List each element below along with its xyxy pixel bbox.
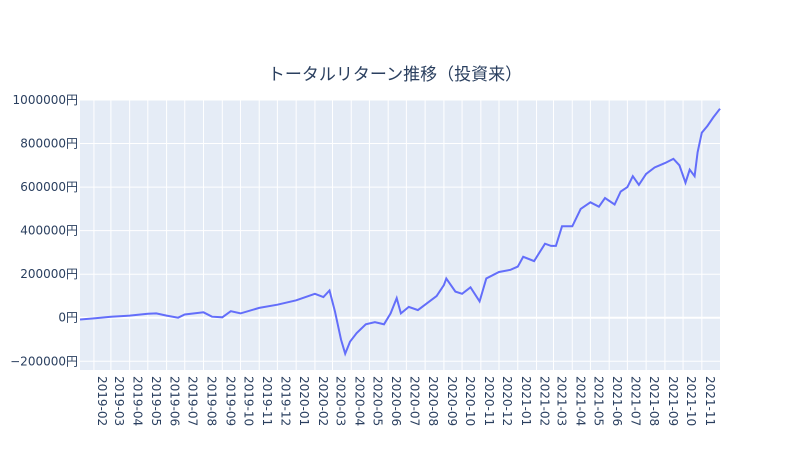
x-axis-ticks: 2019-02 2019-03 2019-04 2019-05 2019-06 2019-… xyxy=(95,376,717,426)
y-tick-label: 1000000円 xyxy=(13,93,78,107)
x-tick-label: 2019-11 xyxy=(260,376,274,426)
x-tick-label: 2020-05 xyxy=(370,376,384,426)
y-tick-label: 800000円 xyxy=(20,137,78,151)
x-tick-label: 2019-06 xyxy=(168,376,182,426)
x-tick-label: 2020-01 xyxy=(297,376,311,426)
chart-title: トータルリターン推移（投資来） xyxy=(268,65,522,85)
y-tick-label: 200000円 xyxy=(20,267,78,281)
y-tick-label: −200000円 xyxy=(10,354,78,368)
x-tick-label: 2020-11 xyxy=(482,376,496,426)
x-tick-label: 2021-02 xyxy=(538,376,552,426)
x-tick-label: 2020-07 xyxy=(407,376,421,426)
x-tick-label: 2019-03 xyxy=(112,376,126,426)
plot-area xyxy=(80,100,720,370)
x-tick-label: 2021-08 xyxy=(647,376,661,426)
x-tick-label: 2019-05 xyxy=(149,376,163,426)
x-tick-label: 2019-02 xyxy=(95,376,109,426)
x-tick-label: 2021-01 xyxy=(519,376,533,426)
x-tick-label: 2021-07 xyxy=(628,376,642,426)
x-tick-label: 2019-10 xyxy=(241,376,255,426)
x-tick-label: 2021-03 xyxy=(554,376,568,426)
x-tick-label: 2021-11 xyxy=(703,376,717,426)
x-tick-label: 2020-09 xyxy=(445,376,459,426)
x-tick-label: 2021-10 xyxy=(684,376,698,426)
x-tick-label: 2019-09 xyxy=(223,376,237,426)
series-line xyxy=(79,108,721,357)
x-tick-label: 2019-07 xyxy=(186,376,200,426)
y-tick-label: 400000円 xyxy=(20,224,78,238)
x-tick-label: 2021-05 xyxy=(591,376,605,426)
x-tick-label: 2019-12 xyxy=(278,376,292,426)
y-tick-label: 0円 xyxy=(58,311,78,325)
x-tick-label: 2020-02 xyxy=(316,376,330,426)
x-tick-label: 2019-04 xyxy=(131,376,145,426)
x-tick-label: 2021-04 xyxy=(573,376,587,426)
x-tick-label: 2020-08 xyxy=(426,376,440,426)
x-tick-label: 2020-12 xyxy=(500,376,514,426)
x-tick-label: 2020-06 xyxy=(389,376,403,426)
x-tick-label: 2020-04 xyxy=(352,376,366,426)
y-axis-ticks: −200000円 0円 200000円 400000円 600000円 800000円 10… xyxy=(10,93,78,368)
gridlines xyxy=(80,99,720,370)
x-tick-label: 2021-06 xyxy=(610,376,624,426)
x-tick-label: 2019-08 xyxy=(205,376,219,426)
x-tick-label: 2021-09 xyxy=(666,376,680,426)
x-tick-label: 2020-03 xyxy=(333,376,347,426)
x-tick-label: 2020-10 xyxy=(463,376,477,426)
y-tick-label: 600000円 xyxy=(20,180,78,194)
